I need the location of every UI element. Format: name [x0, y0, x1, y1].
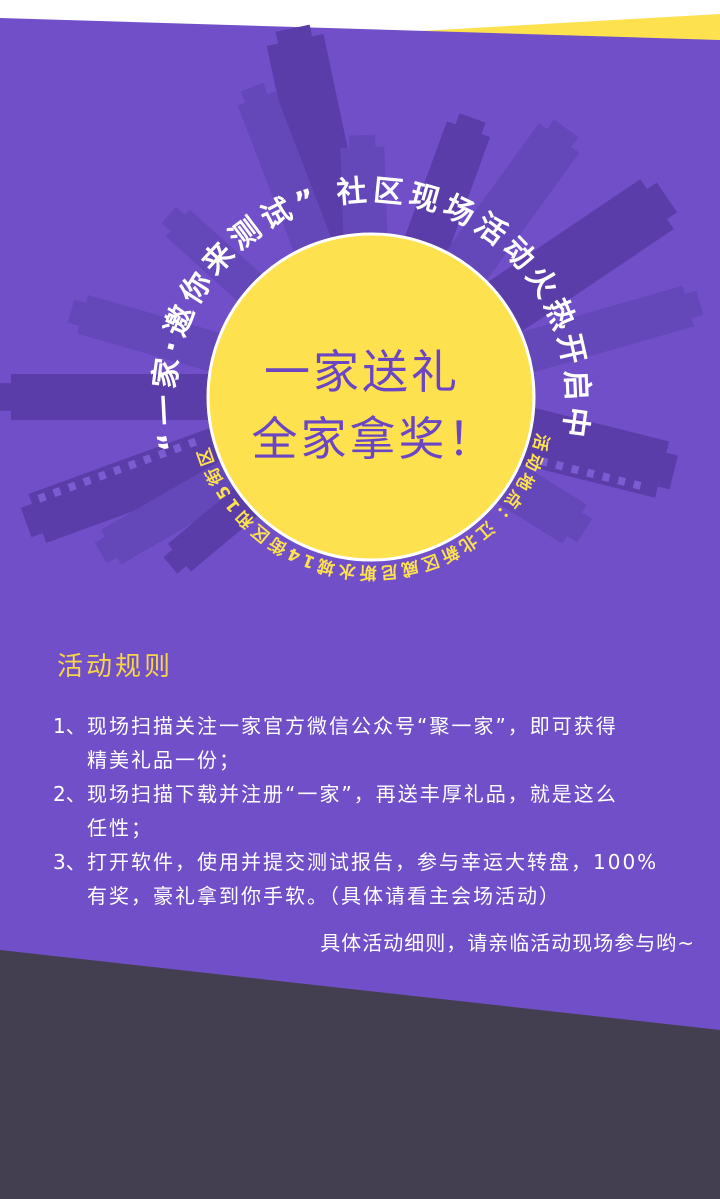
center-circle	[206, 232, 536, 562]
building-silhouette	[37, 492, 47, 503]
building-silhouette	[470, 179, 674, 344]
rule-line: 1、现场扫描关注一家官方微信公众号“聚一家”，即可获得	[0, 709, 720, 743]
building-silhouette	[20, 503, 43, 538]
building-silhouette	[340, 146, 389, 258]
rule-line-continued: 精美礼品一份；	[87, 748, 241, 772]
rule-text: 现场扫描关注一家官方微信公众号“聚一家”，即可获得	[87, 714, 618, 738]
building-silhouette	[275, 24, 313, 44]
building-silhouette	[142, 454, 152, 465]
building-silhouette	[52, 487, 62, 498]
skyline-silhouettes	[0, 24, 704, 574]
building-silhouette	[684, 290, 704, 319]
rule-line-continued: 有奖，豪礼拿到你手软。（具体请看主会场活动）	[87, 884, 561, 908]
rule-number: 3、	[53, 850, 86, 874]
building-silhouette	[127, 459, 137, 470]
building-silhouette	[348, 134, 376, 148]
building-silhouette	[187, 437, 198, 448]
building-silhouette	[657, 452, 678, 490]
building-silhouette	[617, 476, 626, 486]
building-silhouette	[539, 457, 549, 467]
building-silhouette	[555, 460, 564, 471]
rule-text: 现场扫描下载并注册“一家”，再送丰厚礼品，就是这么	[87, 782, 618, 806]
building-silhouette	[586, 468, 595, 479]
building-silhouette	[397, 121, 491, 274]
top-yellow-accent	[420, 14, 720, 40]
building-silhouette	[237, 91, 340, 274]
rule-item: 3、打开软件，使用并提交测试报告，参与幸运大转盘，100% 有奖，豪礼拿到你手软…	[0, 845, 720, 913]
building-silhouette	[632, 480, 642, 490]
building-silhouette	[67, 299, 86, 326]
building-silhouette	[455, 113, 486, 134]
dark-bottom-panel	[0, 950, 720, 1199]
building-silhouette	[101, 449, 260, 565]
building-silhouette	[67, 481, 77, 492]
rule-item: 2、现场扫描下载并注册“一家”，再送丰厚礼品，就是这么 任性；	[0, 777, 720, 845]
rule-line-continued: 任性；	[87, 816, 153, 840]
building-silhouette	[240, 82, 268, 103]
building-silhouette	[157, 448, 167, 459]
building-silhouette	[112, 465, 122, 476]
rules-heading: 活动规则	[57, 652, 174, 682]
building-silhouette	[646, 182, 678, 220]
building-silhouette	[82, 476, 92, 487]
rules-note: 具体活动细则，请亲临活动现场参与哟~	[320, 931, 695, 955]
center-headline-line1: 一家送礼	[264, 345, 460, 399]
building-silhouette	[161, 206, 186, 232]
building-silhouette	[94, 536, 118, 564]
rule-line: 3、打开软件，使用并提交测试报告，参与幸运大转盘，100%	[0, 845, 720, 879]
rule-line: 2、现场扫描下载并注册“一家”，再送丰厚礼品，就是这么	[0, 777, 720, 811]
building-silhouette	[172, 443, 183, 454]
building-silhouette	[11, 374, 231, 420]
building-silhouette	[77, 295, 242, 378]
building-silhouette	[0, 383, 11, 411]
building-silhouette	[97, 470, 107, 481]
building-silhouette	[433, 123, 580, 299]
building-silhouette	[601, 472, 611, 482]
center-headline-line2: 全家拿奖！	[252, 412, 497, 466]
building-silhouette	[567, 512, 593, 543]
rules-list: 1、现场扫描关注一家官方微信公众号“聚一家”，即可获得 精美礼品一份； 2、现场…	[0, 709, 720, 913]
building-silhouette	[546, 119, 579, 147]
rule-text: 打开软件，使用并提交测试报告，参与幸运大转盘，100%	[87, 850, 659, 874]
rule-item: 1、现场扫描关注一家官方微信公众号“聚一家”，即可获得 精美礼品一份；	[0, 709, 720, 777]
rule-number: 1、	[53, 714, 86, 738]
building-silhouette	[499, 285, 695, 379]
rule-number: 2、	[53, 782, 86, 806]
building-silhouette	[163, 549, 187, 574]
building-silhouette	[499, 402, 670, 498]
building-silhouette	[570, 464, 580, 475]
building-silhouette	[28, 420, 249, 543]
